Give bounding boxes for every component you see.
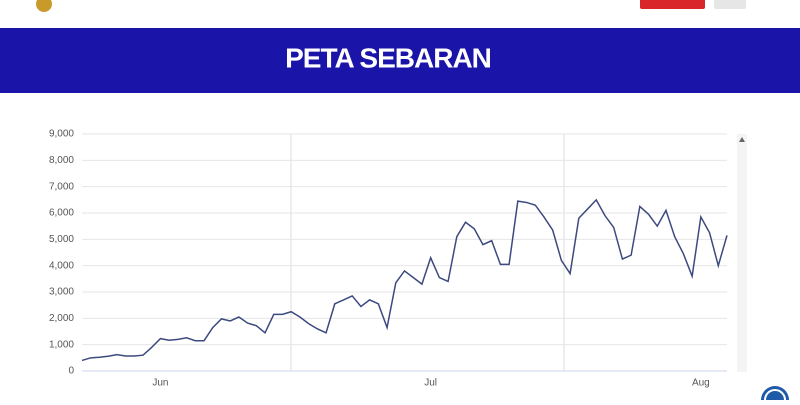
y-tick-label: 0 bbox=[68, 366, 74, 377]
menu-button[interactable] bbox=[714, 0, 746, 9]
header-band bbox=[0, 28, 800, 93]
y-tick-label: 5,000 bbox=[49, 234, 74, 245]
y-tick-label: 1,000 bbox=[49, 339, 74, 350]
y-tick-label: 3,000 bbox=[49, 287, 74, 298]
line-series bbox=[81, 198, 728, 362]
scroll-up[interactable] bbox=[739, 137, 745, 142]
header-title: PETA SEBARAN bbox=[285, 42, 491, 73]
y-tick-label: 9,000 bbox=[49, 129, 74, 140]
logo[interactable] bbox=[36, 0, 52, 12]
x-tick-label: Jul bbox=[424, 378, 437, 389]
y-tick-label: 7,000 bbox=[49, 181, 74, 192]
y-tick-label: 4,000 bbox=[49, 260, 74, 271]
chart: 0 1,000 2,000 3,000 4,000 5,000 6,000 7,000 8,00… bbox=[49, 129, 728, 389]
y-tick-label: 6,000 bbox=[49, 208, 74, 219]
y-tick-label: 2,000 bbox=[49, 313, 74, 324]
scrollbar[interactable] bbox=[737, 134, 747, 372]
x-tick-label: Aug bbox=[692, 378, 710, 389]
red-button[interactable] bbox=[640, 0, 705, 9]
x-tick-label: Jun bbox=[152, 378, 168, 389]
y-tick-label: 8,000 bbox=[49, 155, 74, 166]
